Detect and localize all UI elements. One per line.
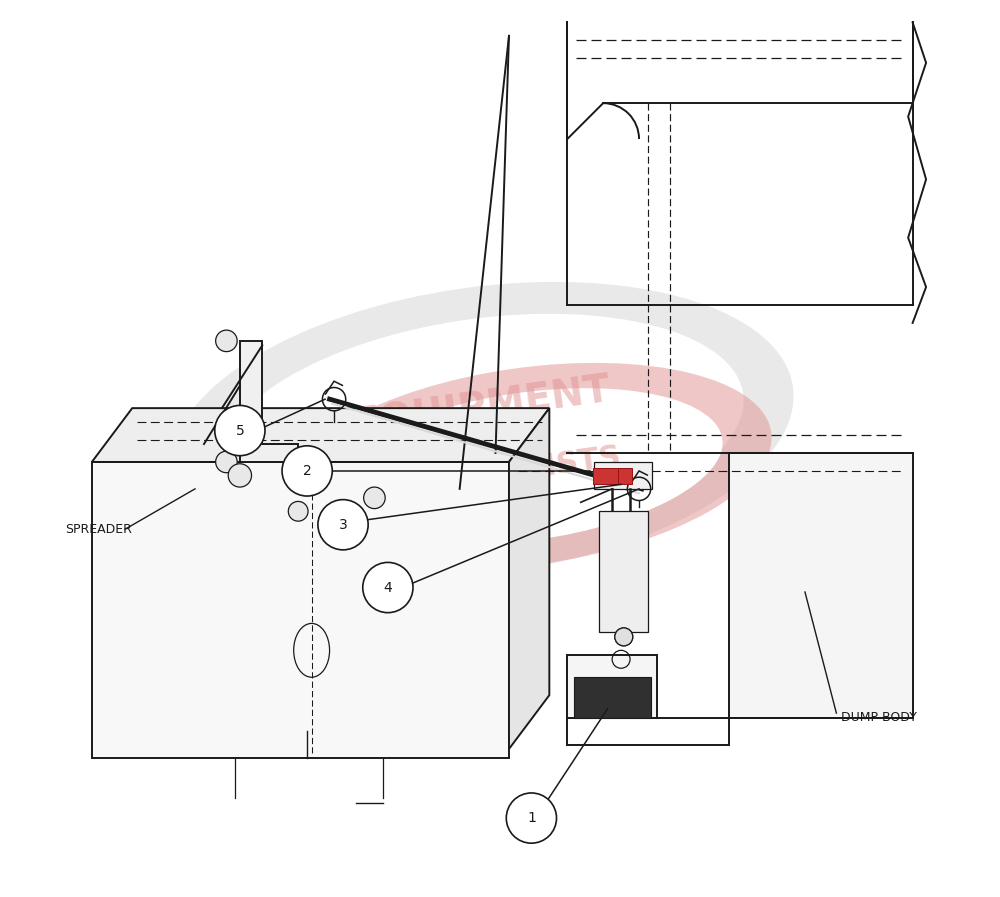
Polygon shape [92, 462, 509, 758]
Text: 3: 3 [339, 518, 347, 532]
Text: EQUIPMENT: EQUIPMENT [351, 371, 613, 445]
Ellipse shape [282, 363, 772, 570]
FancyBboxPatch shape [567, 655, 657, 718]
Ellipse shape [220, 314, 744, 547]
Ellipse shape [171, 282, 794, 579]
FancyBboxPatch shape [574, 677, 651, 718]
Polygon shape [240, 341, 298, 462]
Circle shape [506, 793, 557, 843]
FancyBboxPatch shape [593, 468, 618, 484]
Circle shape [216, 330, 237, 352]
Circle shape [615, 628, 633, 646]
Text: 1: 1 [527, 811, 536, 825]
FancyBboxPatch shape [618, 468, 632, 484]
Circle shape [216, 451, 237, 473]
Ellipse shape [331, 388, 723, 544]
Circle shape [364, 487, 385, 509]
FancyBboxPatch shape [594, 462, 652, 489]
Polygon shape [729, 453, 913, 718]
Text: SPECIALISTS: SPECIALISTS [404, 441, 623, 501]
Polygon shape [92, 408, 549, 462]
Text: SPREADER: SPREADER [65, 523, 132, 536]
Circle shape [288, 501, 308, 521]
Circle shape [282, 446, 332, 496]
FancyBboxPatch shape [599, 511, 648, 632]
Circle shape [228, 464, 252, 487]
Polygon shape [509, 408, 549, 749]
Circle shape [615, 628, 633, 646]
Text: 5: 5 [235, 423, 244, 438]
Circle shape [318, 500, 368, 550]
Text: DUMP BODY: DUMP BODY [841, 711, 917, 724]
Circle shape [215, 405, 265, 456]
Text: 2: 2 [303, 464, 312, 478]
Circle shape [363, 562, 413, 613]
Text: 4: 4 [384, 580, 392, 595]
